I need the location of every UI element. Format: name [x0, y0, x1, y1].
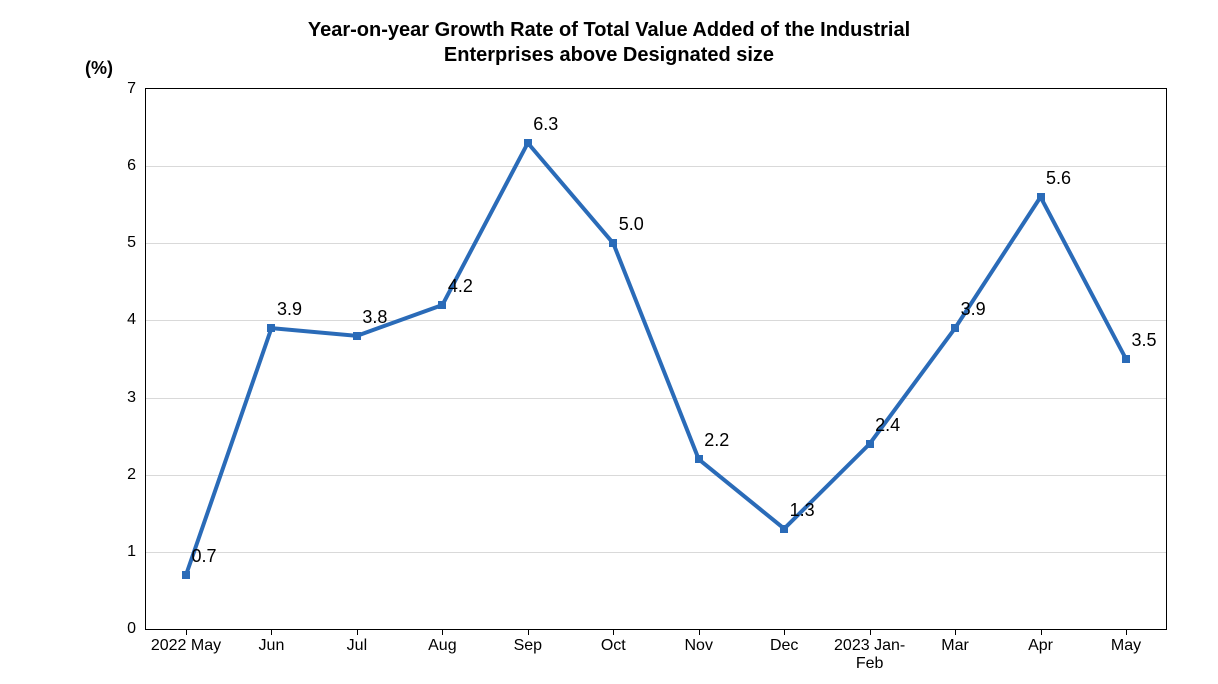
data-label: 5.6: [1046, 168, 1071, 189]
data-label: 6.3: [533, 114, 558, 135]
data-marker: [780, 525, 788, 533]
data-label: 0.7: [191, 546, 216, 567]
y-tick-label: 5: [116, 234, 136, 252]
x-tick-mark: [955, 629, 956, 635]
data-label: 2.2: [704, 430, 729, 451]
y-tick-label: 6: [116, 157, 136, 175]
data-marker: [182, 571, 190, 579]
x-tick-mark: [699, 629, 700, 635]
data-marker: [524, 139, 532, 147]
y-tick-label: 3: [116, 389, 136, 407]
data-marker: [866, 440, 874, 448]
x-tick-mark: [784, 629, 785, 635]
x-tick-mark: [528, 629, 529, 635]
data-label: 2.4: [875, 415, 900, 436]
x-tick-label: May: [1066, 637, 1186, 655]
data-marker: [609, 239, 617, 247]
y-tick-label: 1: [116, 543, 136, 561]
data-marker: [353, 332, 361, 340]
data-marker: [695, 455, 703, 463]
data-label: 4.2: [448, 276, 473, 297]
x-tick-mark: [870, 629, 871, 635]
y-axis-unit: (%): [85, 58, 113, 79]
line-series: [146, 89, 1166, 629]
chart-container: Year-on-year Growth Rate of Total Value …: [0, 0, 1218, 684]
data-marker: [438, 301, 446, 309]
data-marker: [1037, 193, 1045, 201]
data-marker: [267, 324, 275, 332]
x-tick-mark: [1041, 629, 1042, 635]
data-label: 5.0: [619, 214, 644, 235]
x-tick-mark: [357, 629, 358, 635]
data-label: 3.8: [362, 307, 387, 328]
y-tick-label: 2: [116, 466, 136, 484]
data-label: 1.3: [790, 500, 815, 521]
data-label: 3.5: [1131, 330, 1156, 351]
y-tick-label: 0: [116, 620, 136, 638]
x-tick-mark: [613, 629, 614, 635]
data-label: 3.9: [961, 299, 986, 320]
plot-area: 012345672022 MayJunJulAugSepOctNovDec202…: [145, 88, 1167, 630]
data-label: 3.9: [277, 299, 302, 320]
x-tick-mark: [186, 629, 187, 635]
x-tick-mark: [1126, 629, 1127, 635]
data-marker: [951, 324, 959, 332]
x-tick-mark: [271, 629, 272, 635]
chart-title: Year-on-year Growth Rate of Total Value …: [0, 18, 1218, 68]
data-marker: [1122, 355, 1130, 363]
y-tick-label: 7: [116, 80, 136, 98]
x-tick-mark: [442, 629, 443, 635]
y-tick-label: 4: [116, 311, 136, 329]
